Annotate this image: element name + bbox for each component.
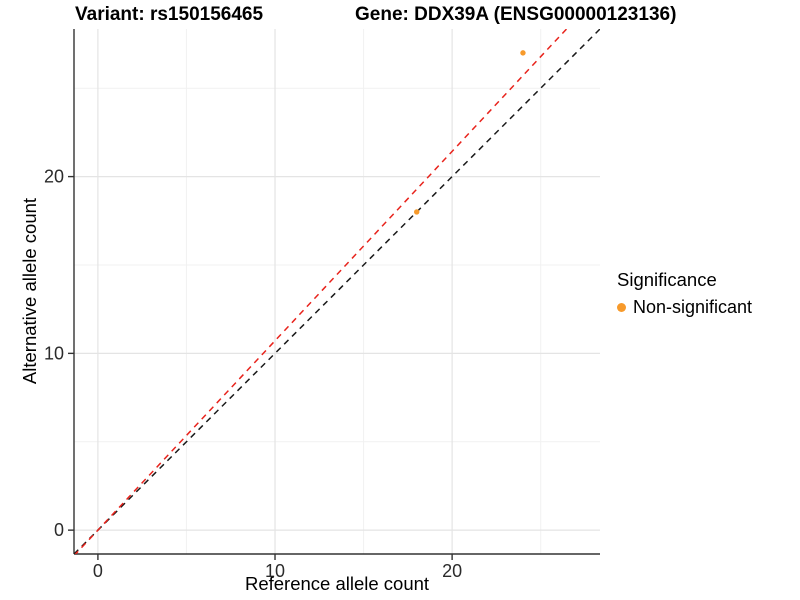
legend: Significance Non-significant — [617, 269, 752, 318]
y-tick-label: 0 — [54, 520, 64, 540]
x-tick-label: 10 — [265, 561, 285, 581]
identity-line — [74, 29, 600, 554]
x-tick-label: 20 — [442, 561, 462, 581]
plot-title-variant: Variant: rs150156465 — [75, 4, 264, 25]
y-tick-label: 20 — [44, 167, 64, 187]
legend-key-dot-icon — [617, 303, 626, 312]
x-tick-label: 0 — [93, 561, 103, 581]
legend-item-non-significant: Non-significant — [617, 297, 752, 318]
y-axis-title: Alternative allele count — [19, 197, 40, 385]
plot-title-gene: Gene: DDX39A (ENSG00000123136) — [355, 4, 677, 25]
y-tick-label: 10 — [44, 343, 64, 363]
legend-item-label: Non-significant — [633, 297, 753, 317]
legend-title: Significance — [617, 269, 717, 290]
data-point — [520, 50, 526, 56]
expected-ratio-line — [74, 29, 568, 554]
data-point — [413, 209, 420, 215]
x-axis-title: Reference allele count — [244, 573, 430, 594]
